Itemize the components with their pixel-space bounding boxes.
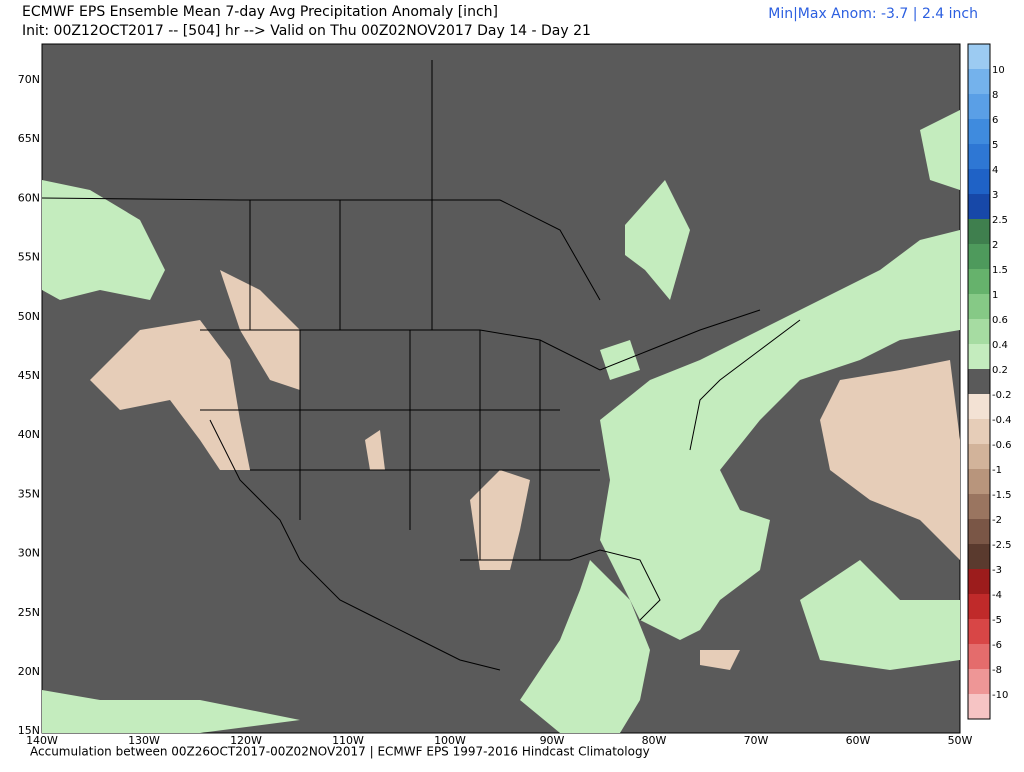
colorbar-label: -2: [992, 515, 1002, 526]
colorbar-swatch: [968, 419, 990, 444]
colorbar-swatch: [968, 294, 990, 319]
colorbar-label: -0.6: [992, 440, 1012, 451]
colorbar-frame: [967, 43, 991, 720]
colorbar-label: -2.5: [992, 540, 1012, 551]
colorbar-label: -1.5: [992, 490, 1012, 501]
colorbar-swatch: [968, 594, 990, 619]
colorbar-label: -4: [992, 590, 1002, 601]
lat-label: 40N: [18, 428, 40, 441]
colorbar-swatch: [968, 269, 990, 294]
colorbar-label: 3: [992, 190, 998, 201]
colorbar-label: -0.4: [992, 415, 1012, 426]
title: ECMWF EPS Ensemble Mean 7-day Avg Precip…: [22, 4, 498, 20]
colorbar-label: -0.2: [992, 390, 1012, 401]
colorbar-swatch: [968, 444, 990, 469]
lat-label: 35N: [18, 487, 40, 500]
colorbar-swatch: [968, 344, 990, 369]
colorbar-swatch: [968, 169, 990, 194]
anom-range: Min|Max Anom: -3.7 | 2.4 inch: [768, 6, 978, 22]
boundaries: [41, 60, 801, 671]
lat-label: 55N: [18, 251, 40, 264]
colorbar-swatch: [968, 144, 990, 169]
init-line: Init: 00Z12OCT2017 -- [504] hr --> Valid…: [22, 23, 591, 39]
colorbar-swatch: [968, 319, 990, 344]
lat-label: 65N: [18, 132, 40, 145]
map: [41, 43, 961, 734]
lon-label: 140W: [26, 734, 58, 747]
colorbar-swatch: [968, 694, 990, 719]
colorbar-label: 0.6: [992, 315, 1008, 326]
lon-label: 110W: [332, 734, 364, 747]
colorbar-swatch: [968, 219, 990, 244]
colorbar-label: 0.4: [992, 340, 1008, 351]
lon-label: 130W: [128, 734, 160, 747]
colorbar-label: 2: [992, 240, 998, 251]
colorbar-swatch: [968, 119, 990, 144]
colorbar-label: 6: [992, 115, 998, 126]
colorbar-swatch: [968, 44, 990, 69]
colorbar-label: 5: [992, 140, 998, 151]
footer: Accumulation between 00Z26OCT2017-00Z02N…: [30, 745, 650, 759]
colorbar-label: -1: [992, 465, 1002, 476]
colorbar-swatch: [968, 244, 990, 269]
colorbar-label: -6: [992, 640, 1002, 651]
colorbar-swatch: [968, 69, 990, 94]
colorbar-label: 4: [992, 165, 998, 176]
axes: 70N 65N 60N 55N 50N 45N 40N 35N 30N 25N 20N 15N140W…: [18, 73, 973, 747]
colorbar-label: -3: [992, 565, 1002, 576]
lon-label: 80W: [642, 734, 667, 747]
lat-label: 20N: [18, 665, 40, 678]
lat-label: 45N: [18, 369, 40, 382]
lat-label: 70N: [18, 73, 40, 86]
lon-label: 120W: [230, 734, 262, 747]
colorbar-label: -5: [992, 615, 1002, 626]
lat-label: 15N: [18, 724, 40, 737]
colorbar-label: 2.5: [992, 215, 1008, 226]
colorbar-swatch: [968, 194, 990, 219]
colorbar-label: 8: [992, 90, 998, 101]
colorbar-label: 0.2: [992, 365, 1008, 376]
colorbar-label: 10: [992, 65, 1005, 76]
colorbar-swatch: [968, 544, 990, 569]
lat-label: 60N: [18, 191, 40, 204]
colorbar-swatch: [968, 519, 990, 544]
colorbar-swatch: [968, 644, 990, 669]
lat-label: 30N: [18, 547, 40, 560]
colorbar-label: 1.5: [992, 265, 1008, 276]
wet-areas: [42, 110, 960, 733]
colorbar-swatch: [968, 94, 990, 119]
lon-label: 70W: [744, 734, 769, 747]
colorbar-swatch: [968, 619, 990, 644]
colorbar-swatch: [968, 569, 990, 594]
colorbar-label: -8: [992, 665, 1002, 676]
lon-label: 60W: [846, 734, 871, 747]
colorbar-swatch: [968, 394, 990, 419]
lon-label: 100W: [434, 734, 466, 747]
colorbar-swatch: [968, 469, 990, 494]
colorbar-swatch: [968, 494, 990, 519]
colorbar-label: -10: [992, 690, 1008, 701]
colorbar-label: 1: [992, 290, 998, 301]
colorbar: 10 8 6 5 4 3 2.5 2 1.5 1 0.6 0.4 0.2 -0.2 -0.4 -0.6 -1 -1…: [967, 43, 1012, 720]
colorbar-swatch: [968, 369, 990, 394]
lat-label: 50N: [18, 310, 40, 323]
colorbar-swatch: [968, 669, 990, 694]
lon-label: 50W: [948, 734, 973, 747]
lon-label: 90W: [540, 734, 565, 747]
lat-label: 25N: [18, 606, 40, 619]
